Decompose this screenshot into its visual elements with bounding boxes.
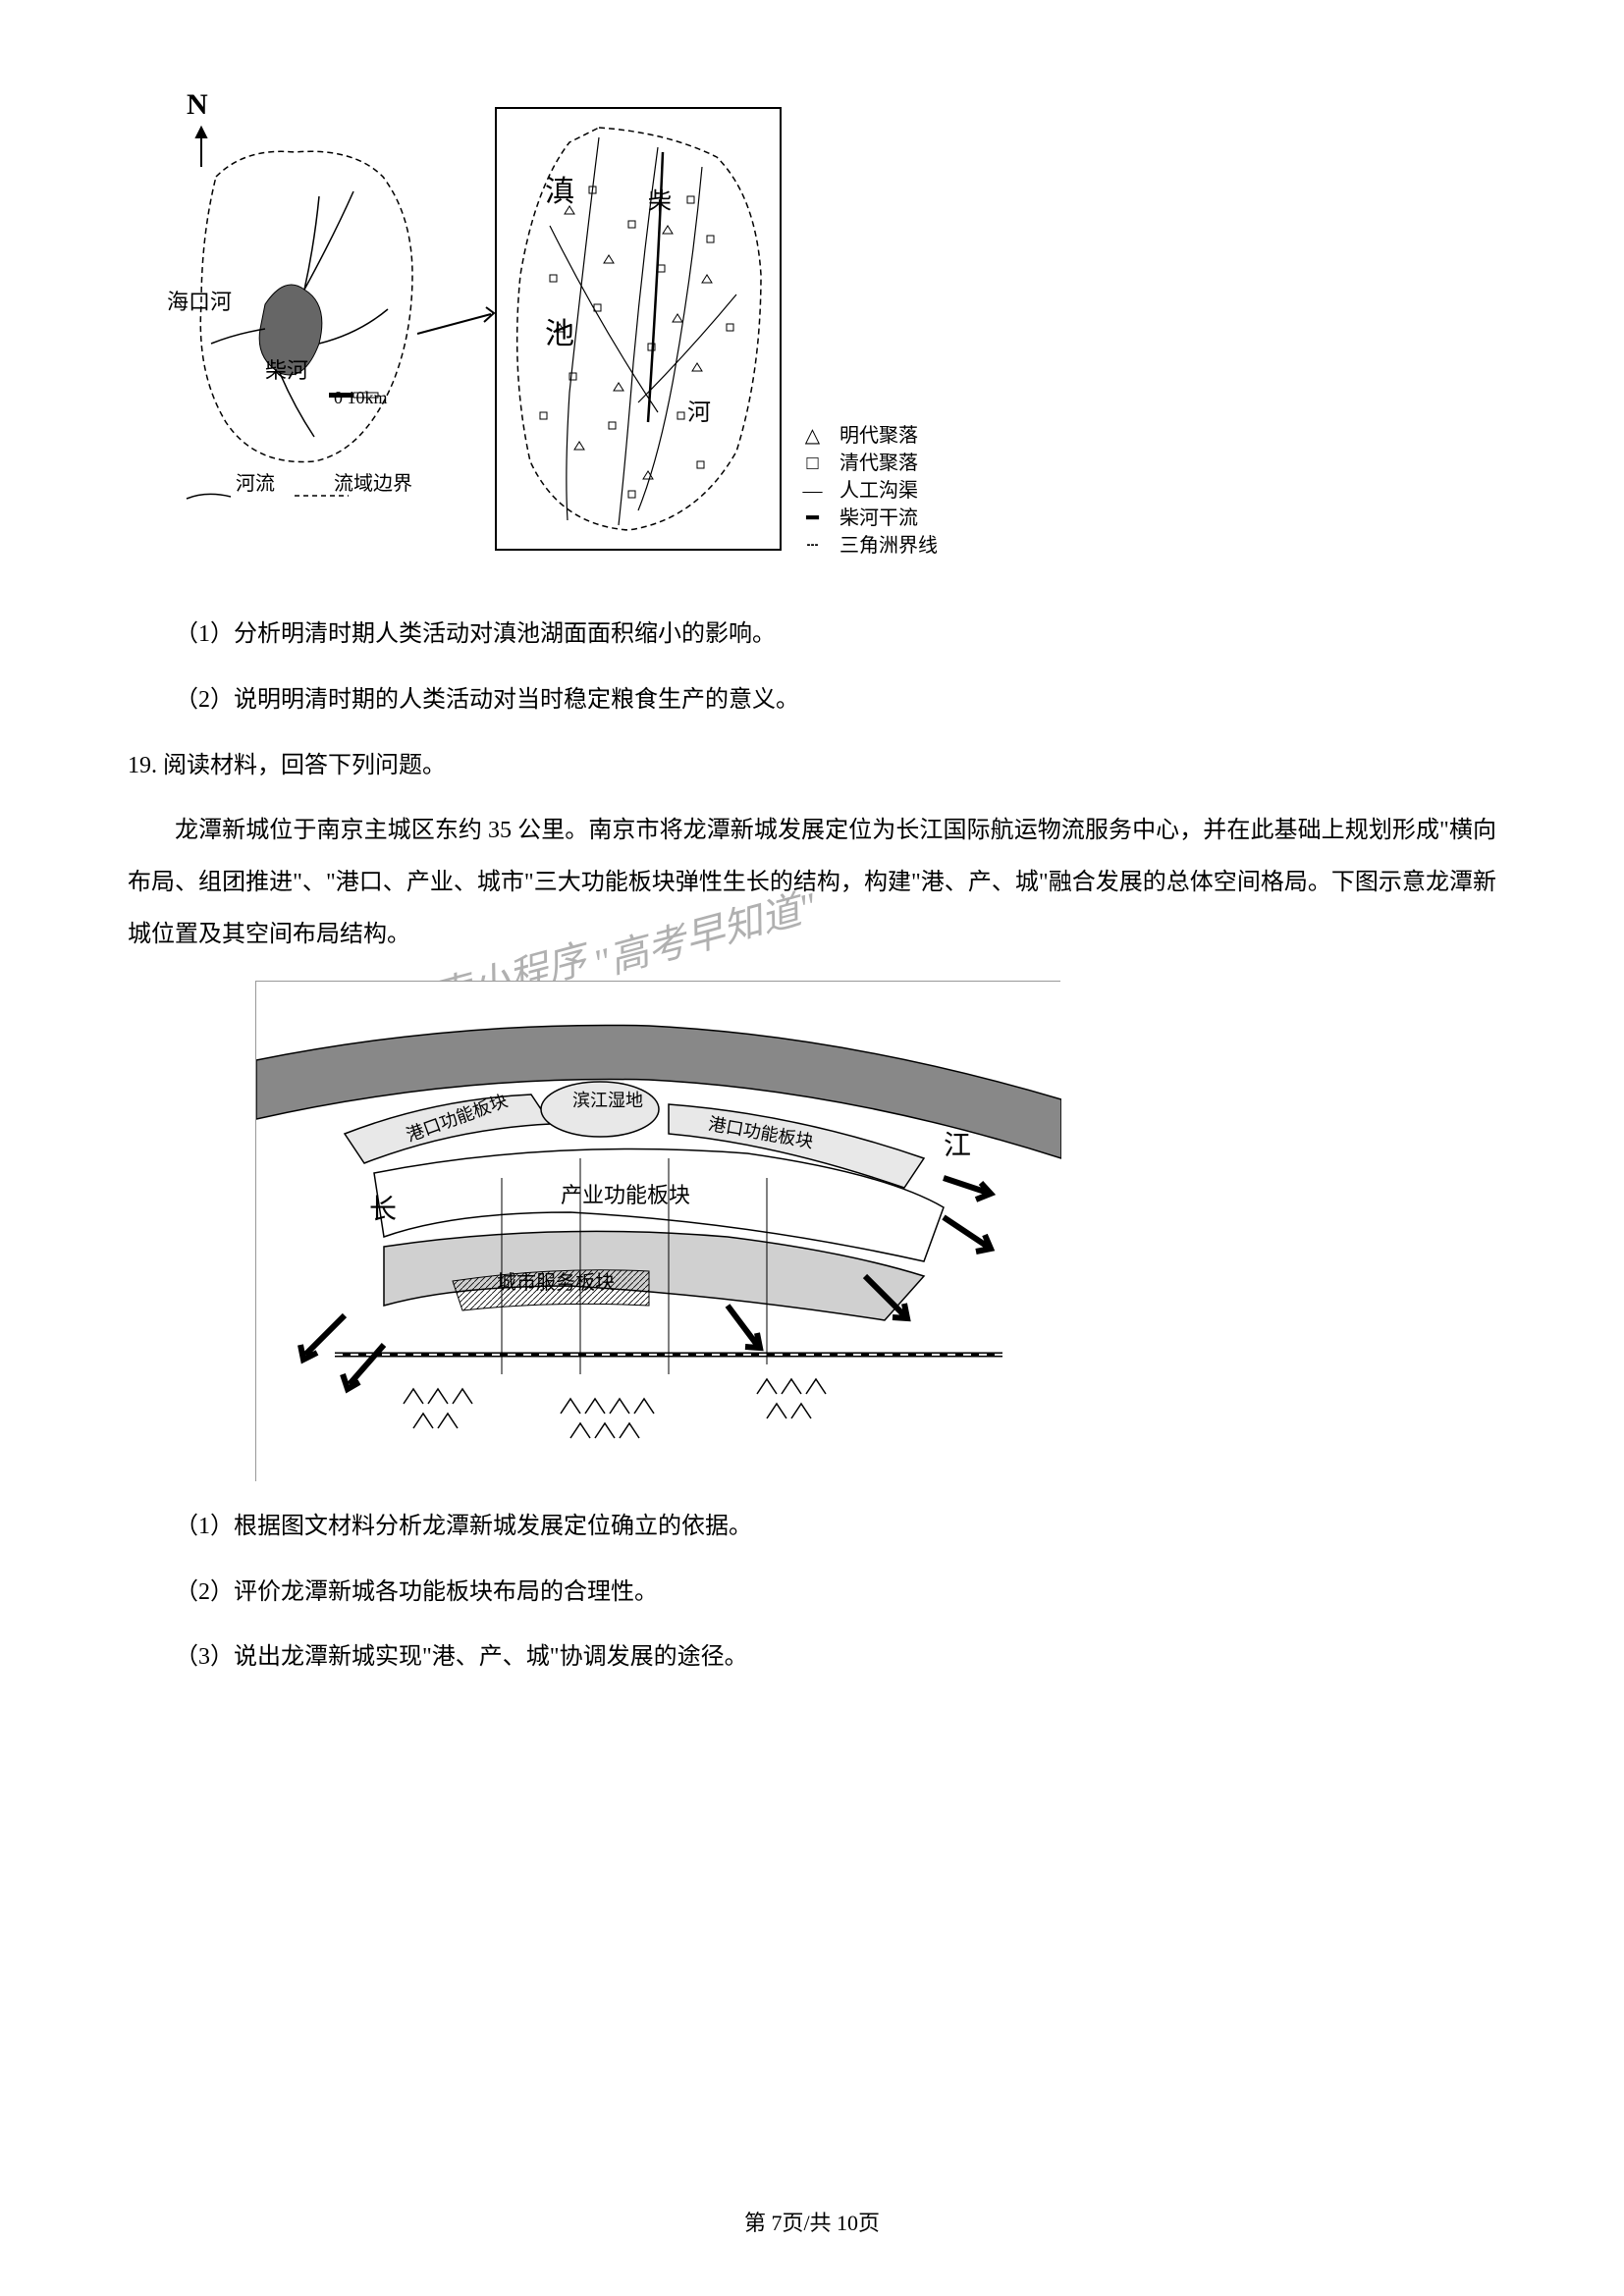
- legend-canal: — 人工沟渠: [795, 477, 938, 505]
- he-char: 河: [687, 393, 711, 427]
- chai-river-left-label: 柴河: [265, 353, 308, 385]
- legend-chai-main: ━ 柴河干流: [795, 505, 938, 532]
- figure-1-container: N 海口河 柴河 0 10km 河流 流域边界 滇 池 柴 河 △ 明代聚落 □…: [128, 79, 1496, 579]
- haikou-river-label: 海口河: [167, 285, 232, 316]
- dian-char: 滇: [545, 167, 574, 210]
- q19-sub1: （1）根据图文材料分析龙潭新城发展定位确立的依据。: [128, 1501, 1496, 1553]
- chi-char: 池: [545, 309, 574, 352]
- q18-sub2: （2）说明明清时期的人类活动对当时稳定粮食生产的意义。: [128, 674, 1496, 726]
- q19-sub2: （2）评价龙潭新城各功能板块布局的合理性。: [128, 1567, 1496, 1619]
- chang-label: 长: [369, 1188, 397, 1227]
- longtan-diagram-svg: [256, 982, 1061, 1482]
- q19-intro: 19. 阅读材料，回答下列问题。: [128, 740, 1496, 792]
- legend-delta: ┄ 三角洲界线: [795, 532, 938, 560]
- thick-line-icon: ━: [795, 505, 830, 532]
- north-indicator: N: [187, 88, 208, 122]
- scale-label: 0 10km: [334, 388, 388, 408]
- jiang-label: 江: [944, 1124, 971, 1163]
- q19-sub3: （3）说出龙潭新城实现"港、产、城"协调发展的途径。: [128, 1631, 1496, 1683]
- triangle-icon: △: [795, 422, 830, 450]
- legend-left: 河流 流域边界: [187, 467, 412, 496]
- wetland-label: 滨江湿地: [572, 1092, 643, 1111]
- boundary-legend-label: 流域边界: [334, 473, 412, 495]
- industry-label: 产业功能板块: [561, 1178, 690, 1209]
- city-label: 城市服务板块: [497, 1266, 615, 1295]
- q18-sub1: （1）分析明清时期人类活动对滇池湖面面积缩小的影响。: [128, 609, 1496, 661]
- q19-para: 龙潭新城位于南京主城区东约 35 公里。南京市将龙潭新城发展定位为长江国际航运物…: [128, 805, 1496, 960]
- figure-2-longtan: 长 江 滨江湿地 港口功能板块 港口功能板块 产业功能板块 城市服务板块: [255, 981, 1060, 1481]
- dashed-line-icon: ┄: [795, 532, 830, 560]
- river-legend-label: 河流: [236, 473, 275, 495]
- chai-char: 柴: [648, 182, 672, 216]
- legend-qing: □ 清代聚落: [795, 450, 938, 477]
- legend-right-panel: △ 明代聚落 □ 清代聚落 — 人工沟渠 ━ 柴河干流 ┄ 三角洲界线: [795, 422, 938, 560]
- thin-line-icon: —: [795, 477, 830, 505]
- legend-ming: △ 明代聚落: [795, 422, 938, 450]
- page-footer: 第 7页/共 10页: [0, 2206, 1624, 2237]
- dianchi-map: N 海口河 柴河 0 10km 河流 流域边界 滇 池 柴 河 △ 明代聚落 □…: [157, 79, 1031, 579]
- square-icon: □: [795, 450, 830, 477]
